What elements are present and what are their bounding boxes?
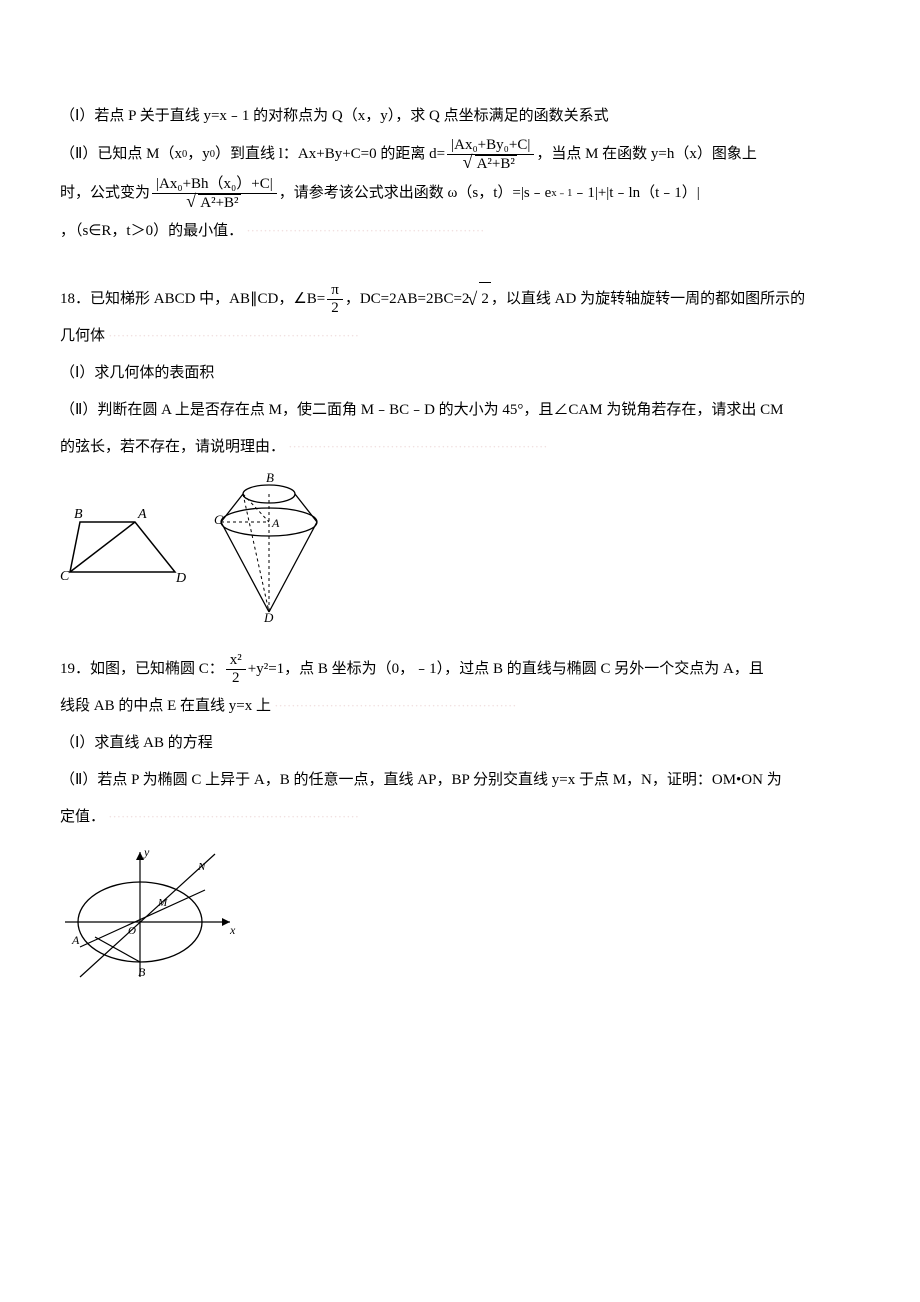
fraction-x22: x² 2 — [226, 652, 246, 686]
q18-line2: 几何体 ∙∙∙∙∙∙∙∙∙∙∙∙∙∙∙∙∙∙∙∙∙∙∙∙∙∙∙∙∙∙∙∙∙∙∙∙… — [60, 320, 860, 353]
q19-line2: 线段 AB 的中点 E 在直线 y=x 上 ∙∙∙∙∙∙∙∙∙∙∙∙∙∙∙∙∙∙… — [60, 690, 860, 723]
label-M: M — [157, 897, 168, 909]
q18-part2-l2: 的弦长，若不存在，请说明理由． ∙∙∙∙∙∙∙∙∙∙∙∙∙∙∙∙∙∙∙∙∙∙∙∙… — [60, 431, 860, 464]
text: （Ⅰ）求直线 AB 的方程 — [60, 735, 213, 751]
sqrt-val: 2 — [481, 291, 489, 307]
q19-part2-l2: 定值． ∙∙∙∙∙∙∙∙∙∙∙∙∙∙∙∙∙∙∙∙∙∙∙∙∙∙∙∙∙∙∙∙∙∙∙∙… — [60, 801, 860, 834]
watermark-dots: ∙∙∙∙∙∙∙∙∙∙∙∙∙∙∙∙∙∙∙∙∙∙∙∙∙∙∙∙∙∙∙∙∙∙∙∙∙∙∙∙… — [289, 433, 548, 462]
trapezoid-figure: B A C D — [60, 502, 190, 592]
q-part2-line2: 时，公式变为 |Ax₀+Bh（x₀）+C| A²+B² ，请参考该公式求出函数 … — [60, 176, 860, 211]
text: （Ⅰ）求几何体的表面积 — [60, 365, 214, 381]
text: ，以直线 AD 为旋转轴旋转一周的都如图所示的 — [491, 283, 805, 316]
watermark-dots: ∙∙∙∙∙∙∙∙∙∙∙∙∙∙∙∙∙∙∙∙∙∙∙∙∙∙∙∙∙∙∙∙∙∙∙∙∙∙∙∙… — [275, 692, 517, 721]
label-D: D — [175, 571, 186, 586]
denominator: A²+B² — [184, 194, 244, 212]
q-part2-line1: （Ⅱ）已知点 M（x0 ，y0 ）到直线 l：Ax+By+C=0 的距离 d= … — [60, 137, 860, 172]
q-part1: （Ⅰ）若点 P 关于直线 y=x﹣1 的对称点为 Q（x，y），求 Q 点坐标满… — [60, 100, 860, 133]
numerator: |Ax₀+Bh（x₀）+C| — [152, 176, 277, 194]
text: 时，公式变为 — [60, 177, 150, 210]
text: 的弦长，若不存在，请说明理由． — [60, 439, 285, 455]
text: ﹣1|+|t﹣ln（t﹣1）| — [572, 177, 699, 210]
label-C: C — [60, 569, 70, 584]
text: 19．如图，已知椭圆 C： — [60, 653, 224, 686]
label-x: x — [229, 923, 236, 937]
text: ，请参考该公式求出函数 ω（s，t）=|s﹣e — [279, 177, 552, 210]
sqrt: A²+B² — [475, 155, 517, 173]
text: （Ⅱ）已知点 M（x — [60, 138, 182, 171]
text: 18．已知梯形 ABCD 中，AB∥CD，∠B= — [60, 283, 325, 316]
label-C: C — [214, 512, 223, 527]
text: 几何体 — [60, 328, 105, 344]
label-D: D — [263, 610, 274, 622]
denominator: 2 — [228, 670, 244, 687]
numerator: π — [327, 282, 343, 300]
q18-part1: （Ⅰ）求几何体的表面积 — [60, 357, 860, 390]
text: ，y — [187, 138, 210, 171]
text: ）到直线 l：Ax+By+C=0 的距离 d= — [215, 138, 445, 171]
numerator: |Ax₀+By₀+C| — [447, 137, 534, 155]
text: 定值． — [60, 809, 105, 825]
text: 线段 AB 的中点 E 在直线 y=x 上 — [60, 698, 271, 714]
rotation-solid-figure: B C A D — [214, 472, 324, 622]
text: +y²=1，点 B 坐标为（0，﹣1），过点 B 的直线与椭圆 C 另外一个交点… — [248, 653, 764, 686]
sqrt2: 2 — [479, 282, 491, 316]
watermark-dots: ∙∙∙∙∙∙∙∙∙∙∙∙∙∙∙∙∙∙∙∙∙∙∙∙∙∙∙∙∙∙∙∙∙∙∙∙∙∙∙∙… — [247, 217, 485, 246]
q18-line1: 18．已知梯形 ABCD 中，AB∥CD，∠B= π 2 ，DC=2AB=2BC… — [60, 282, 860, 316]
text: （Ⅱ）若点 P 为椭圆 C 上异于 A，B 的任意一点，直线 AP，BP 分别交… — [60, 772, 782, 788]
watermark-dots: ∙∙∙∙∙∙∙∙∙∙∙∙∙∙∙∙∙∙∙∙∙∙∙∙∙∙∙∙∙∙∙∙∙∙∙∙∙∙∙∙… — [109, 803, 360, 832]
text: ，DC=2AB=2BC=2 — [345, 283, 470, 316]
sqrt: A²+B² — [198, 194, 240, 212]
fraction-pi2: π 2 — [327, 282, 343, 316]
text: ，（s∈R，t＞0）的最小值． — [60, 223, 243, 239]
denominator: A²+B² — [461, 155, 521, 173]
fraction-distance: |Ax₀+By₀+C| A²+B² — [447, 137, 534, 172]
q-part2-line3: ，（s∈R，t＞0）的最小值． ∙∙∙∙∙∙∙∙∙∙∙∙∙∙∙∙∙∙∙∙∙∙∙∙… — [60, 215, 860, 248]
q19-figure: y x O A B M N — [60, 842, 860, 982]
label-B: B — [74, 507, 83, 522]
label-y: y — [143, 845, 150, 859]
ellipse-figure: y x O A B M N — [60, 842, 240, 982]
label-N: N — [197, 861, 206, 873]
label-A: A — [271, 516, 280, 530]
label-B: B — [266, 472, 274, 485]
text: （Ⅰ）若点 P 关于直线 y=x﹣1 的对称点为 Q（x，y），求 Q 点坐标满… — [60, 108, 609, 124]
q18-figures: B A C D B C A D — [60, 472, 860, 622]
q19-part2-l1: （Ⅱ）若点 P 为椭圆 C 上异于 A，B 的任意一点，直线 AP，BP 分别交… — [60, 764, 860, 797]
label-B: B — [138, 965, 146, 979]
watermark-dots: ∙∙∙∙∙∙∙∙∙∙∙∙∙∙∙∙∙∙∙∙∙∙∙∙∙∙∙∙∙∙∙∙∙∙∙∙∙∙∙∙… — [109, 322, 360, 351]
denominator: 2 — [327, 300, 343, 317]
q19-line1: 19．如图，已知椭圆 C： x² 2 +y²=1，点 B 坐标为（0，﹣1），过… — [60, 652, 860, 686]
label-A: A — [137, 507, 147, 522]
q18-part2-l1: （Ⅱ）判断在圆 A 上是否存在点 M，使二面角 M﹣BC﹣D 的大小为 45°，… — [60, 394, 860, 427]
sup-exp: x﹣1 — [551, 182, 572, 205]
text: ，当点 M 在函数 y=h（x）图象上 — [536, 138, 757, 171]
label-A: A — [71, 933, 80, 947]
text: （Ⅱ）判断在圆 A 上是否存在点 M，使二面角 M﹣BC﹣D 的大小为 45°，… — [60, 402, 783, 418]
q19-part1: （Ⅰ）求直线 AB 的方程 — [60, 727, 860, 760]
fraction-formula: |Ax₀+Bh（x₀）+C| A²+B² — [152, 176, 277, 211]
numerator: x² — [226, 652, 246, 670]
label-O: O — [128, 925, 136, 937]
